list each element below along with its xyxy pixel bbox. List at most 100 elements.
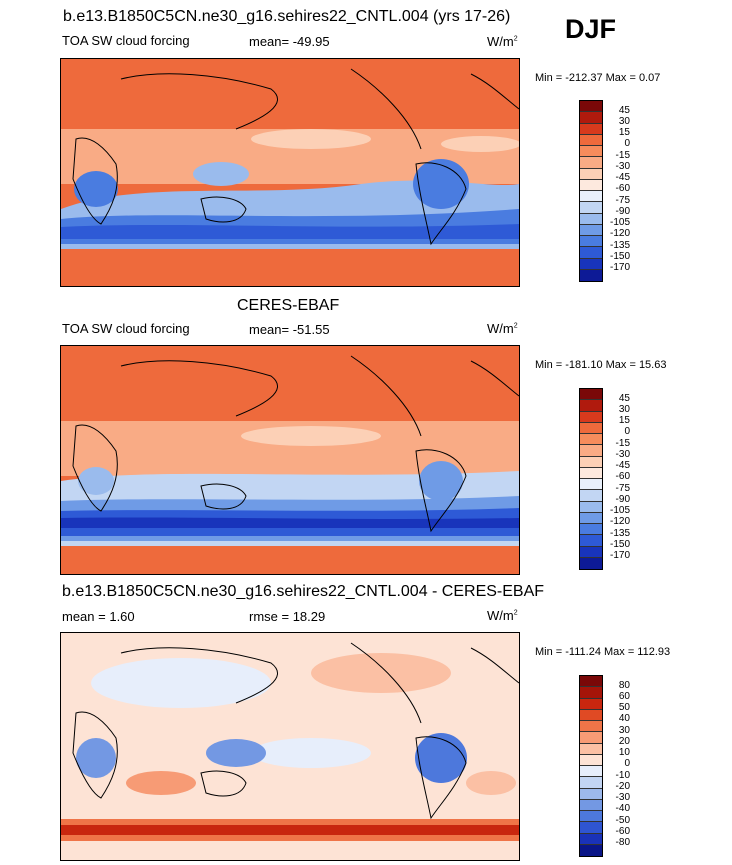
panel-2-colorbar-swatch xyxy=(580,434,602,446)
colorbar-tick-label: 60 xyxy=(618,691,630,702)
colorbar-tick-label: -60 xyxy=(615,183,630,194)
panel-3-minmax: Min = -111.24 Max = 112.93 xyxy=(535,646,671,658)
panel-2-colorbar-swatch xyxy=(580,389,602,401)
panel-1-colorbar-swatch xyxy=(580,123,602,135)
panel-3-colorbar-swatch xyxy=(580,732,602,744)
panel-2-map xyxy=(60,345,520,575)
panel-3-colorbar-swatch xyxy=(580,788,602,800)
panel-1-colorbar-swatch xyxy=(580,179,602,191)
colorbar-tick-label: -120 xyxy=(609,516,630,527)
panel-2-colorbar-swatch xyxy=(580,524,602,536)
panel-2-colorbar-swatch xyxy=(580,479,602,491)
panel-3-units: W/m2 xyxy=(487,608,518,623)
panel-2-mean: mean= -51.55 xyxy=(249,322,330,337)
panel-2-colorbar-swatch xyxy=(580,557,602,569)
panel-3-colorbar-swatch xyxy=(580,811,602,823)
colorbar-tick-label: -170 xyxy=(609,262,630,273)
colorbar-tick-label: -60 xyxy=(615,826,630,837)
panel-2-colorbar-swatch xyxy=(580,467,602,479)
panel-3-colorbar-swatch xyxy=(580,844,602,856)
panel-3-colorbar-swatch xyxy=(580,822,602,834)
panel-1-map xyxy=(60,58,520,287)
colorbar-tick-label: 40 xyxy=(618,713,630,724)
panel-2-colorbar-swatch xyxy=(580,512,602,524)
panel-2-units: W/m2 xyxy=(487,321,518,336)
panel-1-colorbar-swatch xyxy=(580,269,602,281)
colorbar-tick-label: 30 xyxy=(618,116,630,127)
panel-2-colorbar-swatch xyxy=(580,400,602,412)
colorbar-tick-label: -15 xyxy=(615,150,630,161)
panel-2-colorbar-swatch xyxy=(580,411,602,423)
panel-3-colorbar-swatch xyxy=(580,743,602,755)
panel-1-colorbar-swatch xyxy=(580,213,602,225)
panel-2-colorbar-swatch xyxy=(580,445,602,457)
panel-2-colorbar-swatch xyxy=(580,422,602,434)
panel-2-colorbar-swatch xyxy=(580,456,602,468)
season-label: DJF xyxy=(565,14,617,44)
colorbar-tick-label: 0 xyxy=(624,426,630,437)
panel-1-colorbar-swatch xyxy=(580,236,602,248)
panel-2-title: CERES-EBAF xyxy=(237,297,340,314)
panel-1-units: W/m2 xyxy=(487,34,518,49)
colorbar-tick-label: -170 xyxy=(609,550,630,561)
panel-3-colorbar-swatch xyxy=(580,687,602,699)
panel-3-colorbar-swatch xyxy=(580,721,602,733)
colorbar-tick-label: -80 xyxy=(615,837,630,848)
panel-2-variable: TOA SW cloud forcing xyxy=(62,321,190,336)
panel-3-mean: mean = 1.60 xyxy=(62,609,135,624)
panel-1-colorbar xyxy=(579,100,603,282)
colorbar-tick-label: -60 xyxy=(615,471,630,482)
panel-2-colorbar-swatch xyxy=(580,501,602,513)
colorbar-tick-label: -45 xyxy=(615,460,630,471)
panel-3-colorbar-swatch xyxy=(580,833,602,845)
colorbar-tick-label: -30 xyxy=(615,449,630,460)
colorbar-tick-label: -135 xyxy=(609,528,630,539)
colorbar-tick-label: -30 xyxy=(615,792,630,803)
panel-3-colorbar xyxy=(579,675,603,857)
colorbar-tick-label: 30 xyxy=(618,404,630,415)
panel-3-map-field xyxy=(61,633,519,860)
colorbar-tick-label: -50 xyxy=(615,815,630,826)
colorbar-tick-label: -15 xyxy=(615,438,630,449)
colorbar-tick-label: -90 xyxy=(615,206,630,217)
panel-1-colorbar-swatch xyxy=(580,157,602,169)
panel-2-colorbar-swatch xyxy=(580,546,602,558)
panel-1-colorbar-swatch xyxy=(580,224,602,236)
colorbar-tick-label: 45 xyxy=(618,393,630,404)
panel-2-colorbar xyxy=(579,388,603,570)
colorbar-tick-label: -10 xyxy=(615,770,630,781)
colorbar-tick-label: 15 xyxy=(618,127,630,138)
colorbar-tick-label: -120 xyxy=(609,228,630,239)
panel-3-rmse: rmse = 18.29 xyxy=(249,609,326,624)
panel-1-mean: mean= -49.95 xyxy=(249,34,330,49)
panel-1-colorbar-swatch xyxy=(580,191,602,203)
panel-1-colorbar-swatch xyxy=(580,101,602,113)
colorbar-tick-label: -105 xyxy=(609,505,630,516)
panel-3-colorbar-swatch xyxy=(580,698,602,710)
panel-1-minmax: Min = -212.37 Max = 0.07 xyxy=(535,72,661,84)
colorbar-tick-label: 15 xyxy=(618,415,630,426)
panel-3-colorbar-swatch xyxy=(580,754,602,766)
panel-1-colorbar-swatch xyxy=(580,134,602,146)
panel-2-minmax: Min = -181.10 Max = 15.63 xyxy=(535,359,667,371)
panel-3-colorbar-swatch xyxy=(580,799,602,811)
panel-3-title: b.e13.B1850C5CN.ne30_g16.sehires22_CNTL.… xyxy=(62,583,545,600)
colorbar-tick-label: 20 xyxy=(618,736,630,747)
colorbar-tick-label: -105 xyxy=(609,217,630,228)
colorbar-tick-label: -90 xyxy=(615,494,630,505)
colorbar-tick-label: -150 xyxy=(609,539,630,550)
colorbar-tick-label: -20 xyxy=(615,781,630,792)
panel-1-variable: TOA SW cloud forcing xyxy=(62,33,190,48)
panel-2-map-field xyxy=(61,346,519,574)
panel-1-colorbar-swatch xyxy=(580,146,602,158)
panel-1-map-field xyxy=(61,59,519,286)
panel-3-colorbar-swatch xyxy=(580,777,602,789)
panel-2-colorbar-swatch xyxy=(580,535,602,547)
panel-1-colorbar-swatch xyxy=(580,258,602,270)
panel-3-colorbar-swatch xyxy=(580,676,602,688)
colorbar-tick-label: -150 xyxy=(609,251,630,262)
panel-1-title: b.e13.B1850C5CN.ne30_g16.sehires22_CNTL.… xyxy=(63,8,511,25)
colorbar-tick-label: -30 xyxy=(615,161,630,172)
panel-2-colorbar-swatch xyxy=(580,490,602,502)
panel-3-colorbar-swatch xyxy=(580,766,602,778)
